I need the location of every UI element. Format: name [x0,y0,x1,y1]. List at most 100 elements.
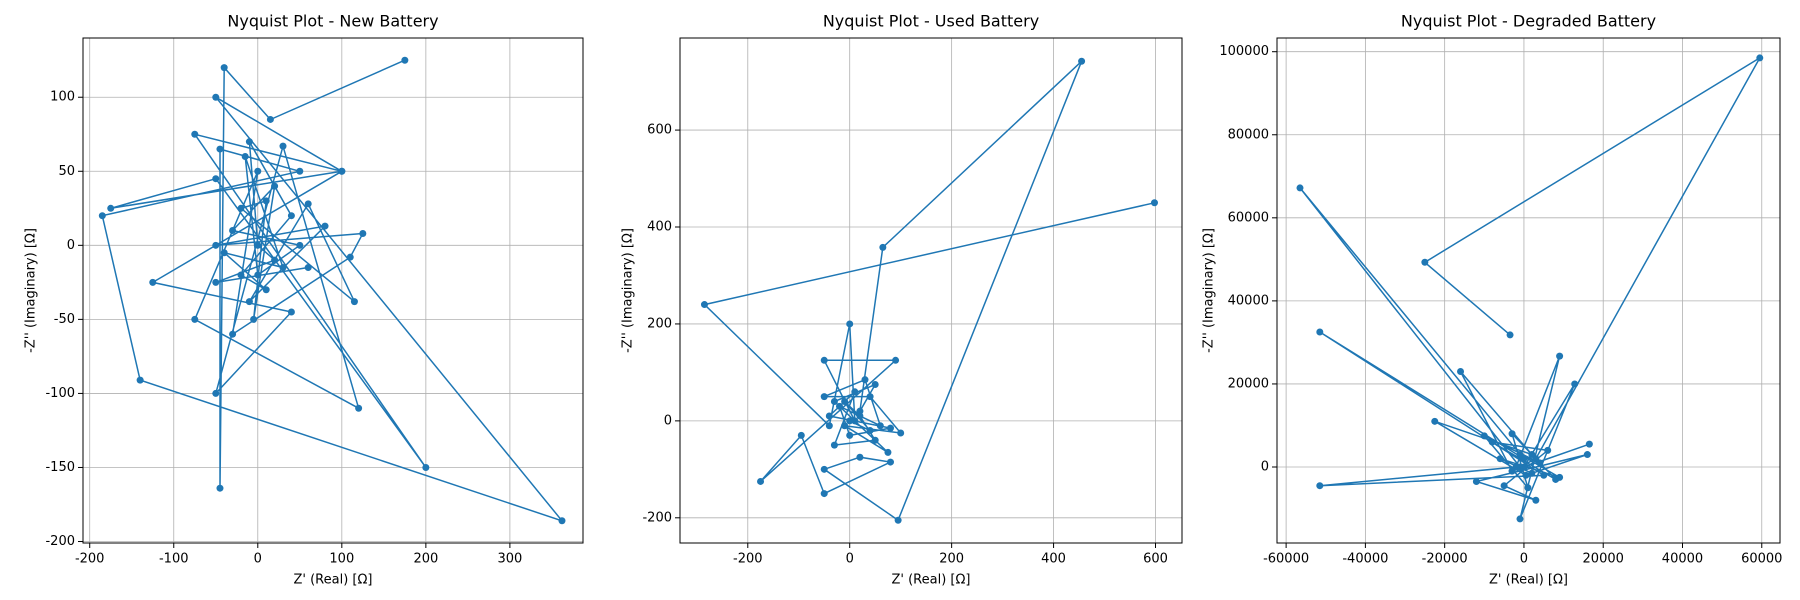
marker [820,490,828,498]
marker [1480,432,1488,440]
marker [1556,352,1564,360]
marker [836,402,844,410]
y-tick-label: -50 [54,312,75,327]
marker [237,271,245,279]
marker [1431,417,1439,425]
marker [212,93,220,101]
y-tick-label: 40000 [1228,293,1269,308]
y-tick-label: -200 [45,534,75,549]
marker [212,175,220,183]
marker [287,212,295,220]
marker [216,484,224,492]
axes-frame [1276,37,1781,544]
marker [1457,367,1465,375]
marker [304,264,312,272]
marker [254,241,262,249]
x-tick-label: -60000 [1263,552,1309,567]
marker [296,241,304,249]
marker [220,64,228,72]
x-tick-label: -100 [159,552,189,567]
marker [229,227,237,235]
marker [401,56,409,64]
axes-frame [82,37,584,544]
marker [1522,471,1530,479]
marker [825,412,833,420]
marker [1524,484,1532,492]
x-tick-label: 200 [939,552,964,567]
marker [1528,469,1536,477]
marker [304,200,312,208]
marker [846,320,854,328]
y-tick-label: 400 [647,220,672,235]
marker [846,417,854,425]
marker [1472,478,1480,486]
x-tick-label: -200 [75,552,105,567]
marker [254,271,262,279]
marker [245,298,253,306]
marker [1544,446,1552,454]
marker [861,376,869,384]
x-tick-label: 20000 [1583,552,1624,567]
y-tick-label: 0 [1261,460,1269,475]
marker [191,130,199,138]
marker [1516,515,1524,523]
marker [846,431,854,439]
marker [894,516,902,524]
marker [1500,482,1508,490]
y-tick-label: -200 [642,510,672,525]
marker [1571,380,1579,388]
y-tick-label: 100000 [1219,44,1269,59]
marker [897,429,905,437]
marker [136,376,144,384]
x-tick-label: 100 [329,552,354,567]
marker [884,448,892,456]
marker [212,389,220,397]
marker [271,182,279,190]
marker [856,453,864,461]
marker [321,222,329,230]
marker [212,241,220,249]
y-tick-label: -150 [45,460,75,475]
series-line [101,59,565,523]
marker [1585,440,1593,448]
marker [841,422,849,430]
marker [1506,331,1514,339]
marker [856,412,864,420]
marker [866,393,874,401]
marker [1528,451,1536,459]
x-tick-label: -40000 [1342,552,1388,567]
y-tick-label: 60000 [1228,210,1269,225]
marker [871,436,879,444]
marker [262,197,270,205]
marker [1496,455,1504,463]
marker [422,463,430,471]
marker [892,356,900,364]
y-tick-label: 20000 [1228,376,1269,391]
marker [866,427,874,435]
x-tick-label: 0 [1520,552,1528,567]
y-tick-label: 200 [647,316,672,331]
marker [700,301,708,309]
marker [279,142,287,150]
marker [871,381,879,389]
marker [191,315,199,323]
x-tick-label: 400 [1041,552,1066,567]
marker [1150,199,1158,207]
y-tick-label: 50 [58,164,75,179]
marker [1078,57,1086,65]
x-tick-label: 0 [254,552,262,567]
marker [1488,438,1496,446]
marker [98,212,106,220]
marker [820,356,828,364]
x-tick-label: -200 [733,552,763,567]
marker [825,422,833,430]
marker [830,441,838,449]
x-tick-label: 300 [497,552,522,567]
y-axis-label: -Z'' (Imaginary) [Ω] [621,228,636,353]
marker [149,278,157,286]
marker [1536,459,1544,467]
series-line [1299,55,1762,520]
x-tick-label: 60000 [1741,552,1782,567]
x-tick-label: 40000 [1662,552,1703,567]
